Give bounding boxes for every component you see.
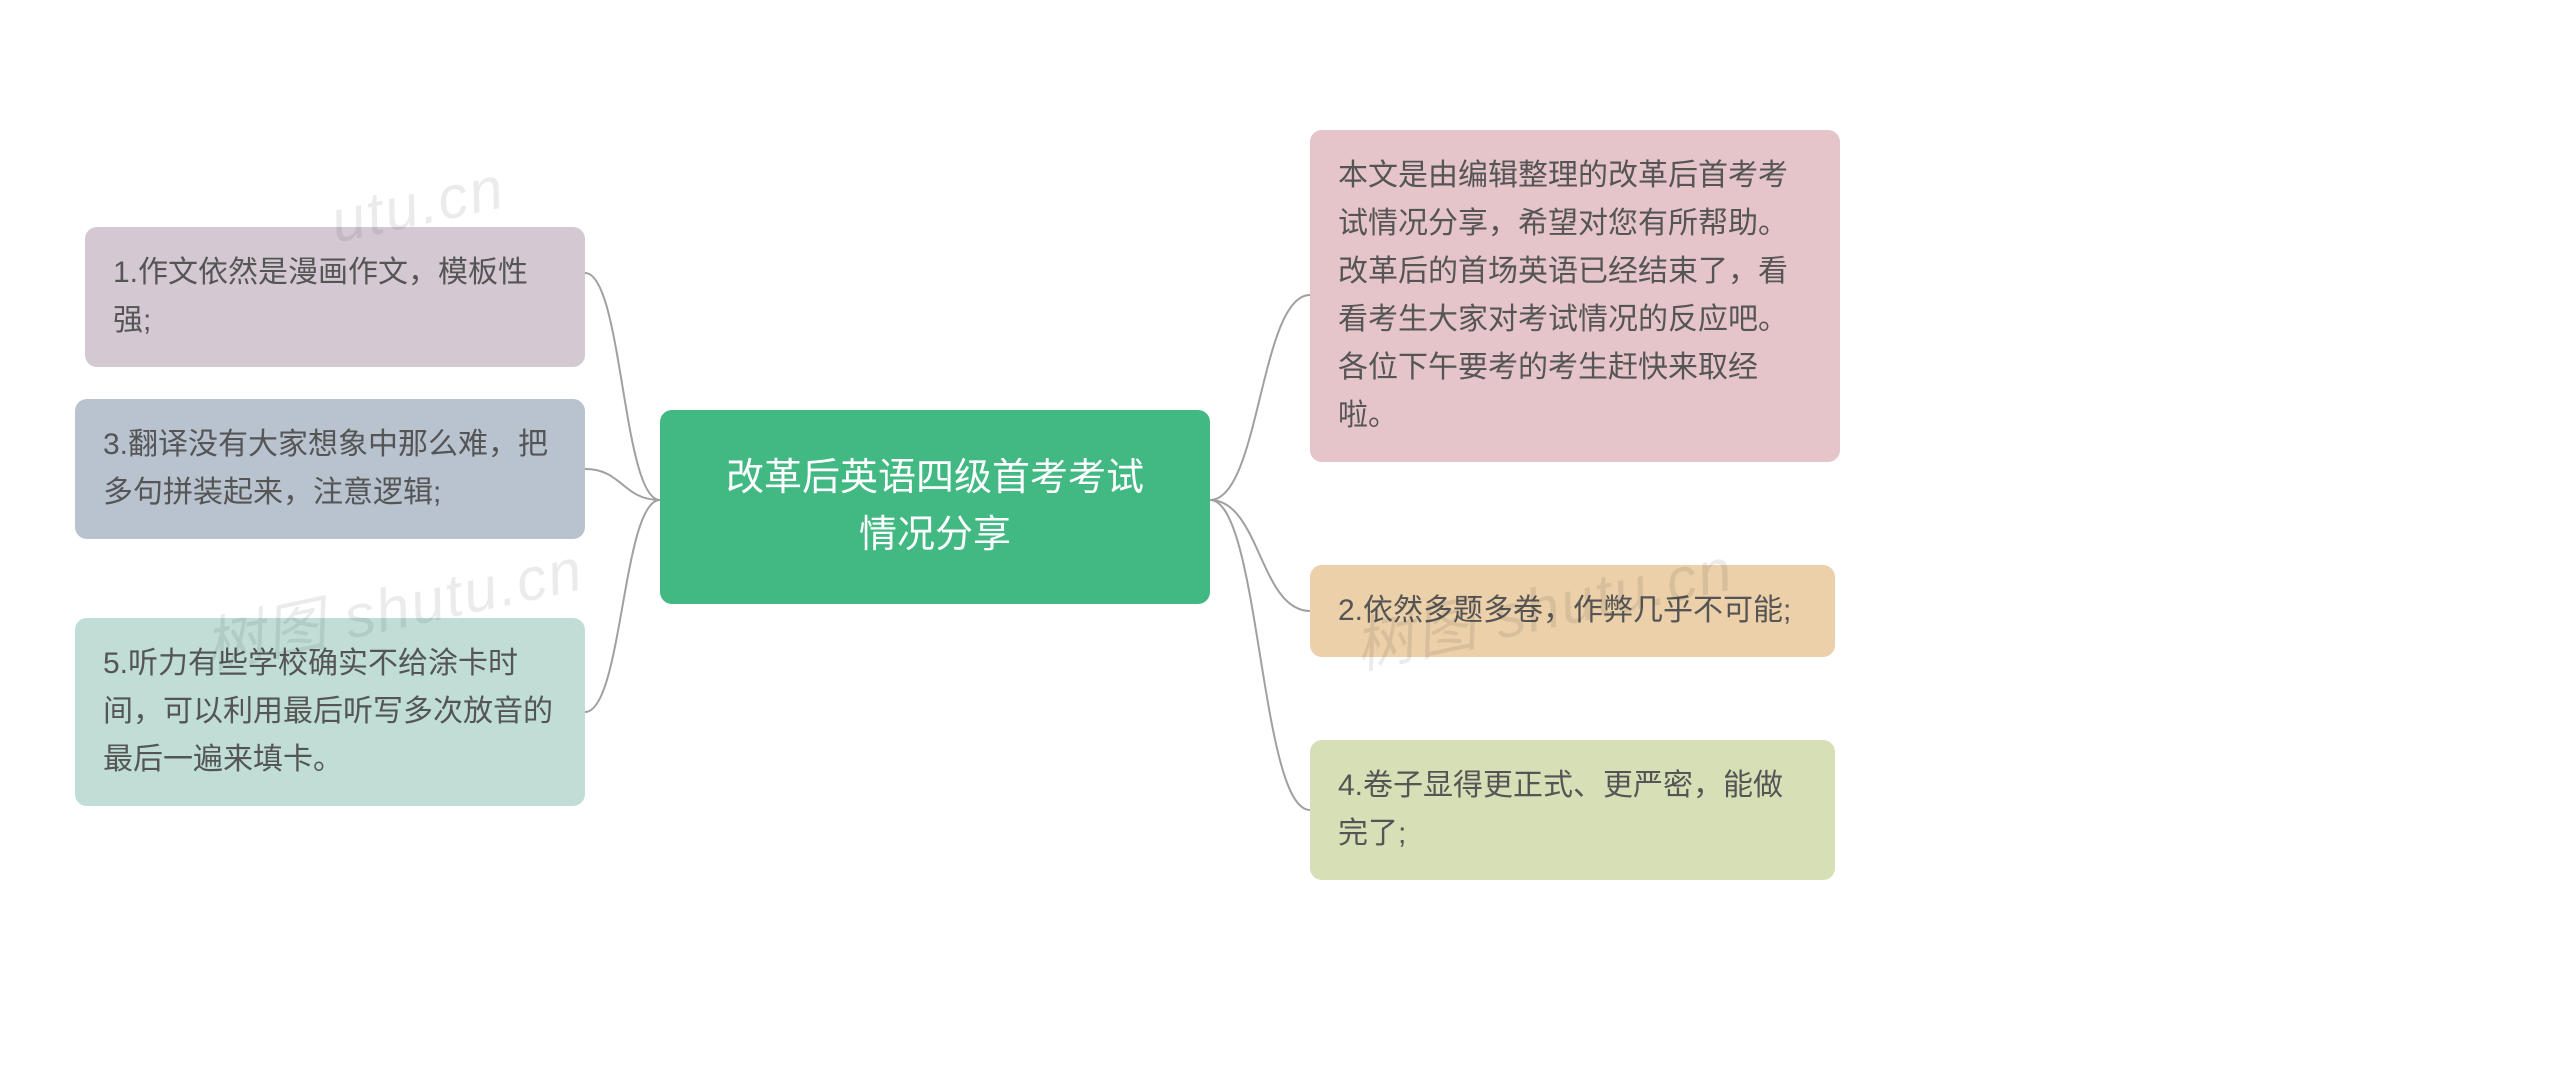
right-node-label: 2.依然多题多卷，作弊几乎不可能; bbox=[1338, 594, 1791, 627]
connector-right bbox=[1210, 500, 1310, 810]
connector-right bbox=[1210, 295, 1310, 500]
center-node: 改革后英语四级首考考试情况分享 bbox=[660, 410, 1210, 604]
right-node-label: 4.卷子显得更正式、更严密，能做完了; bbox=[1338, 769, 1783, 850]
right-node-r4: 4.卷子显得更正式、更严密，能做完了; bbox=[1310, 740, 1835, 880]
right-node-label: 本文是由编辑整理的改革后首考考试情况分享，希望对您有所帮助。改革后的首场英语已经… bbox=[1338, 159, 1788, 432]
left-node-l5: 5.听力有些学校确实不给涂卡时间，可以利用最后听写多次放音的最后一遍来填卡。 bbox=[75, 618, 585, 806]
connector-left bbox=[585, 469, 660, 500]
center-node-label: 改革后英语四级首考考试情况分享 bbox=[726, 457, 1144, 556]
connector-left bbox=[585, 273, 660, 500]
right-node-r_intro: 本文是由编辑整理的改革后首考考试情况分享，希望对您有所帮助。改革后的首场英语已经… bbox=[1310, 130, 1840, 462]
left-node-label: 3.翻译没有大家想象中那么难，把多句拼装起来，注意逻辑; bbox=[103, 428, 548, 509]
right-node-r2: 2.依然多题多卷，作弊几乎不可能; bbox=[1310, 565, 1835, 657]
left-node-l1: 1.作文依然是漫画作文，模板性强; bbox=[85, 227, 585, 367]
left-node-label: 5.听力有些学校确实不给涂卡时间，可以利用最后听写多次放音的最后一遍来填卡。 bbox=[103, 647, 553, 776]
left-node-l3: 3.翻译没有大家想象中那么难，把多句拼装起来，注意逻辑; bbox=[75, 399, 585, 539]
left-node-label: 1.作文依然是漫画作文，模板性强; bbox=[113, 256, 528, 337]
connector-right bbox=[1210, 500, 1310, 611]
connector-left bbox=[585, 500, 660, 712]
